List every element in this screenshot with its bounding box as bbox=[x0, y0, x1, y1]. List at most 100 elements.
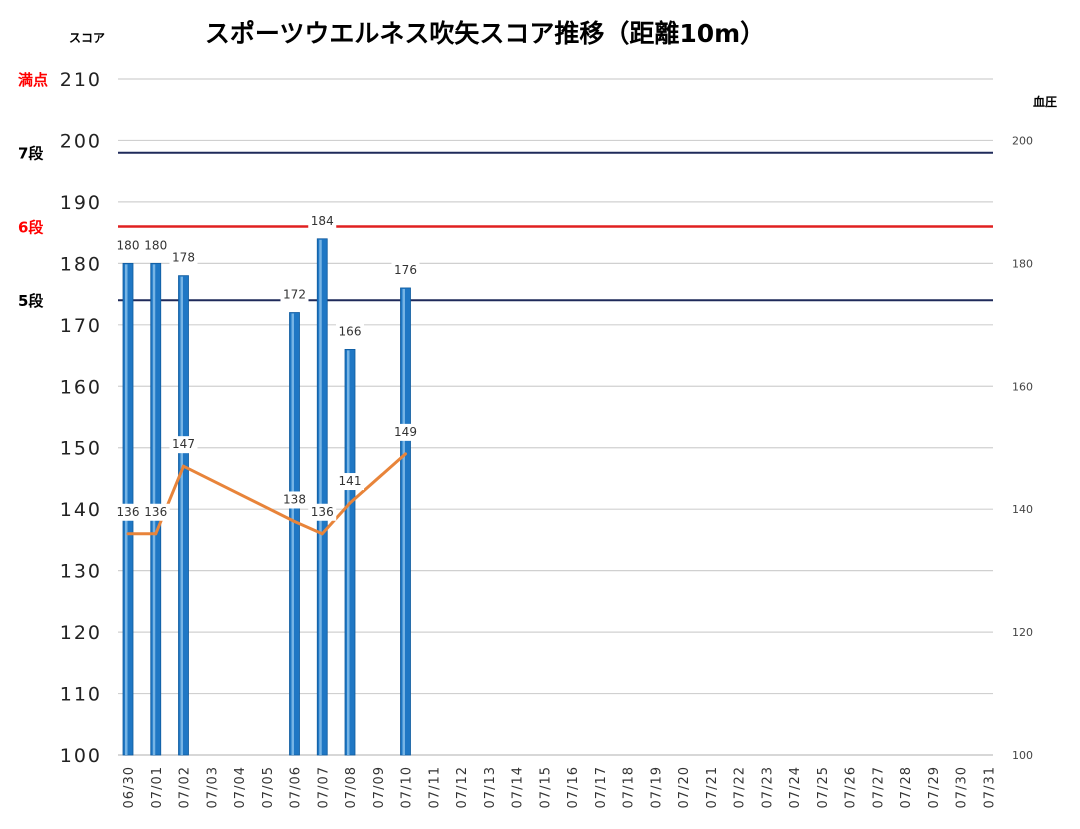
data-label-background bbox=[336, 473, 364, 491]
x-tick-label: 07/03 bbox=[205, 766, 220, 808]
bar-data-label: 176 bbox=[394, 263, 417, 277]
line-data-label: 136 bbox=[117, 505, 140, 519]
bar-highlight bbox=[180, 276, 183, 755]
y2-tick-label: 160 bbox=[1012, 380, 1033, 393]
y-tick-label: 100 bbox=[60, 745, 102, 767]
y-tick-label: 150 bbox=[60, 438, 102, 460]
x-tick-label: 07/04 bbox=[233, 766, 248, 808]
gridlines bbox=[118, 78, 993, 756]
x-tick-label: 06/30 bbox=[122, 766, 137, 808]
y-tick-label: 140 bbox=[60, 499, 102, 521]
x-tick-label: 07/22 bbox=[733, 766, 748, 808]
y-tick-label: 160 bbox=[60, 376, 102, 398]
x-tick-label: 07/26 bbox=[844, 766, 859, 808]
bar-highlight bbox=[402, 288, 405, 755]
bar-highlight bbox=[319, 239, 322, 756]
y2-tick-label: 140 bbox=[1012, 503, 1033, 516]
x-tick-label: 07/20 bbox=[677, 766, 692, 808]
y-tick-label: 210 bbox=[60, 69, 102, 91]
data-label-background bbox=[336, 323, 364, 341]
line-data-label: 149 bbox=[394, 425, 417, 439]
y-tick-label: 180 bbox=[60, 253, 102, 275]
x-tick-label: 07/19 bbox=[649, 766, 664, 808]
x-tick-label: 07/10 bbox=[400, 766, 415, 808]
line-data-label: 136 bbox=[144, 505, 167, 519]
bar bbox=[400, 287, 411, 756]
line-segment bbox=[182, 464, 296, 523]
line-data-label: 141 bbox=[339, 474, 362, 488]
x-tick-label: 07/13 bbox=[483, 766, 498, 808]
x-tick-label: 07/09 bbox=[372, 766, 387, 808]
x-tick-label: 07/16 bbox=[566, 766, 581, 808]
x-tick-label: 07/30 bbox=[955, 766, 970, 808]
data-label-background bbox=[391, 261, 420, 279]
bar-data-label: 180 bbox=[117, 238, 140, 252]
line-data-label: 138 bbox=[283, 492, 306, 506]
bar-data-label: 172 bbox=[283, 288, 306, 302]
bar-data-label: 180 bbox=[144, 238, 167, 252]
data-label-background bbox=[114, 237, 142, 255]
bar bbox=[289, 312, 300, 756]
line-series bbox=[126, 452, 407, 536]
x-tick-label: 07/07 bbox=[316, 766, 331, 808]
data-label-background bbox=[391, 423, 420, 441]
chart-title: スポーツウエルネス吹矢スコア推移（距離10m） bbox=[205, 19, 765, 48]
bar-data-label: 178 bbox=[172, 251, 195, 265]
y-axis-title: スコア bbox=[69, 31, 105, 45]
x-tick-label: 07/01 bbox=[150, 766, 165, 808]
line-data-label: 147 bbox=[172, 437, 195, 451]
data-labels: 180 180 178 172 184 166 176 136 136 147 138 136 141 1… bbox=[114, 212, 420, 521]
y-tick-label: 190 bbox=[60, 192, 102, 214]
data-label-background bbox=[169, 436, 198, 454]
bar bbox=[316, 238, 328, 756]
x-tick-label: 07/15 bbox=[538, 766, 553, 808]
data-label-background bbox=[169, 249, 198, 267]
y-tick-label: 120 bbox=[60, 622, 102, 644]
x-tick-label: 07/18 bbox=[622, 766, 637, 808]
axis-ticks: 100 110 120 130 140 150 160 170 180 190 200 210 100 1… bbox=[60, 69, 1033, 808]
x-tick-label: 07/24 bbox=[788, 766, 803, 808]
x-tick-label: 07/11 bbox=[427, 766, 442, 808]
reference-lines: 満点 7段 6段 5段 bbox=[18, 71, 993, 310]
y2-axis-title: 血圧 bbox=[1033, 94, 1057, 109]
x-tick-label: 07/27 bbox=[871, 766, 886, 808]
x-tick-label: 07/28 bbox=[899, 766, 914, 808]
x-tick-label: 07/08 bbox=[344, 766, 359, 808]
data-label-background bbox=[141, 503, 170, 521]
x-tick-label: 07/17 bbox=[594, 766, 609, 808]
x-tick-label: 07/06 bbox=[289, 766, 304, 808]
reference-label: 7段 bbox=[18, 145, 43, 163]
x-tick-label: 07/02 bbox=[178, 766, 193, 808]
x-tick-label: 07/25 bbox=[816, 766, 831, 808]
data-label-background bbox=[280, 491, 309, 509]
bar-data-label: 166 bbox=[339, 324, 362, 338]
y-tick-label: 110 bbox=[60, 684, 102, 706]
y-tick-label: 170 bbox=[60, 315, 102, 337]
data-label-background bbox=[308, 212, 337, 230]
reference-label: 満点 bbox=[18, 71, 48, 89]
y-tick-label: 200 bbox=[60, 130, 102, 152]
y2-tick-label: 100 bbox=[1012, 749, 1033, 762]
x-tick-label: 07/21 bbox=[705, 766, 720, 808]
reference-label: 5段 bbox=[18, 292, 43, 310]
data-label-background bbox=[141, 237, 170, 255]
x-tick-label: 07/31 bbox=[982, 766, 997, 808]
x-tick-label: 07/29 bbox=[927, 766, 942, 808]
line-segment bbox=[293, 519, 324, 536]
x-tick-label: 07/12 bbox=[455, 766, 470, 808]
bar bbox=[344, 348, 356, 756]
data-label-background bbox=[308, 503, 337, 521]
x-tick-label: 07/14 bbox=[511, 766, 526, 808]
reference-label: 6段 bbox=[18, 218, 43, 236]
bar-highlight bbox=[347, 350, 350, 755]
line-data-label: 136 bbox=[311, 505, 334, 519]
x-tick-label: 07/05 bbox=[261, 766, 276, 808]
line-segment bbox=[348, 452, 407, 505]
data-label-background bbox=[280, 286, 309, 304]
x-tick-label: 07/23 bbox=[760, 766, 775, 808]
bar-data-label: 184 bbox=[311, 214, 334, 228]
data-label-background bbox=[114, 503, 142, 521]
bar bbox=[178, 275, 189, 756]
